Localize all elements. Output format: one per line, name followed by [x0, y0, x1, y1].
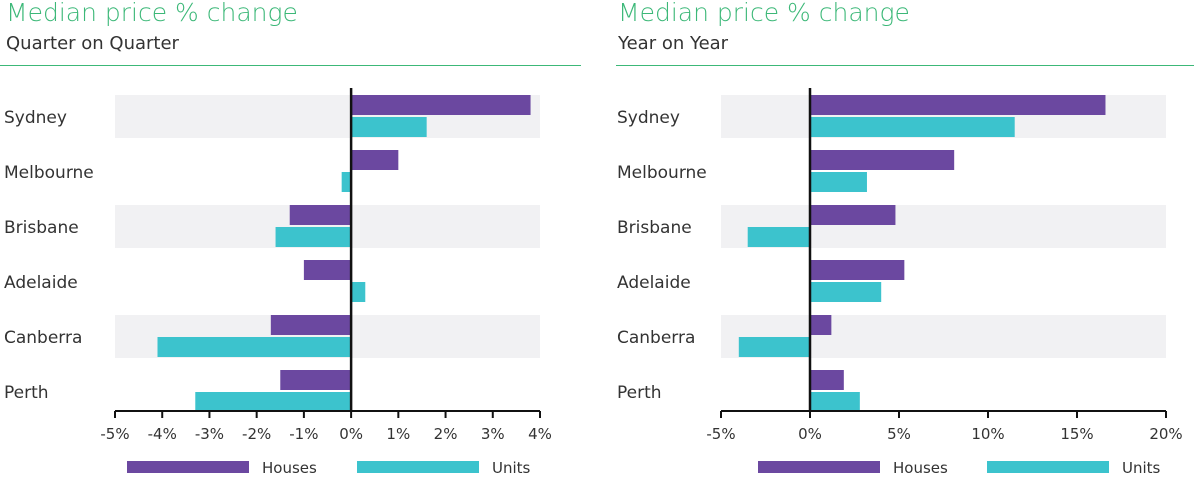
category-label: Sydney	[617, 108, 680, 128]
category-label: Adelaide	[4, 273, 78, 293]
chart-subtitle: Year on Year	[618, 33, 729, 54]
x-tick-label: -1%	[289, 425, 318, 443]
bar-units-brisbane	[275, 227, 352, 247]
bar-units-canberra	[157, 337, 352, 357]
category-label: Canberra	[617, 328, 695, 348]
bar-houses-melbourne	[351, 150, 399, 170]
legend-swatch-units	[357, 461, 479, 473]
x-tick-label: 1%	[386, 425, 410, 443]
x-tick-label: 5%	[887, 425, 911, 443]
chart-year-on-year: Median price % change Year on Year Sydne…	[616, 0, 1195, 478]
x-tick-label: -2%	[242, 425, 271, 443]
bar-units-perth	[810, 392, 860, 412]
legend-swatch-houses	[758, 461, 880, 473]
category-label: Brisbane	[4, 218, 79, 238]
x-tick-label: 10%	[971, 425, 1004, 443]
bar-houses-sydney	[351, 95, 531, 115]
title-divider	[616, 65, 1194, 66]
bar-houses-sydney	[810, 95, 1106, 115]
x-tick-label: 0%	[798, 425, 822, 443]
x-tick-label: 0%	[339, 425, 363, 443]
x-tick-label: 3%	[481, 425, 505, 443]
bar-units-adelaide	[810, 282, 882, 302]
legend-label-units: Units	[492, 459, 531, 477]
x-tick-label: 4%	[528, 425, 552, 443]
category-label: Melbourne	[4, 163, 94, 183]
chart-title: Median price % change	[618, 0, 910, 27]
x-tick-label: 2%	[434, 425, 458, 443]
bar-units-brisbane	[747, 227, 810, 247]
x-tick-label: 20%	[1149, 425, 1182, 443]
bar-houses-brisbane	[810, 205, 896, 225]
bar-chart-plot: Sydney Melbourne Brisbane Adelaide Canberra P…	[4, 88, 552, 477]
x-tick-label: -5%	[706, 425, 735, 443]
bar-houses-perth	[280, 370, 352, 390]
bar-chart-plot: Sydney Melbourne Brisbane Adelaide Canberra P…	[617, 88, 1183, 477]
bar-houses-perth	[810, 370, 844, 390]
bar-units-melbourne	[810, 172, 867, 192]
x-tick-label: 15%	[1060, 425, 1093, 443]
legend-swatch-houses	[127, 461, 249, 473]
bar-units-sydney	[351, 117, 427, 137]
bar-units-melbourne	[341, 172, 352, 192]
bar-units-sydney	[810, 117, 1015, 137]
chart-title: Median price % change	[6, 0, 298, 27]
legend-label-houses: Houses	[262, 459, 317, 477]
bar-houses-melbourne	[810, 150, 955, 170]
x-tick-label: -5%	[100, 425, 129, 443]
bar-houses-adelaide	[303, 260, 352, 280]
bar-units-perth	[195, 392, 352, 412]
bar-units-adelaide	[351, 282, 366, 302]
legend-label-units: Units	[1122, 459, 1161, 477]
legend-label-houses: Houses	[893, 459, 948, 477]
category-label: Sydney	[4, 108, 67, 128]
chart-quarter-on-quarter: Median price % change Quarter on Quarter…	[0, 0, 586, 478]
bar-houses-canberra	[810, 315, 832, 335]
category-label: Melbourne	[617, 163, 707, 183]
category-label: Brisbane	[617, 218, 692, 238]
x-tick-label: -3%	[195, 425, 224, 443]
bar-houses-adelaide	[810, 260, 905, 280]
bar-units-canberra	[738, 337, 810, 357]
bar-houses-canberra	[270, 315, 352, 335]
category-label: Adelaide	[617, 273, 691, 293]
category-label: Canberra	[4, 328, 82, 348]
category-label: Perth	[4, 383, 49, 403]
bar-houses-brisbane	[289, 205, 352, 225]
chart-subtitle: Quarter on Quarter	[6, 33, 179, 54]
category-label: Perth	[617, 383, 662, 403]
legend-swatch-units	[987, 461, 1109, 473]
x-tick-label: -4%	[148, 425, 177, 443]
title-divider	[0, 65, 581, 66]
